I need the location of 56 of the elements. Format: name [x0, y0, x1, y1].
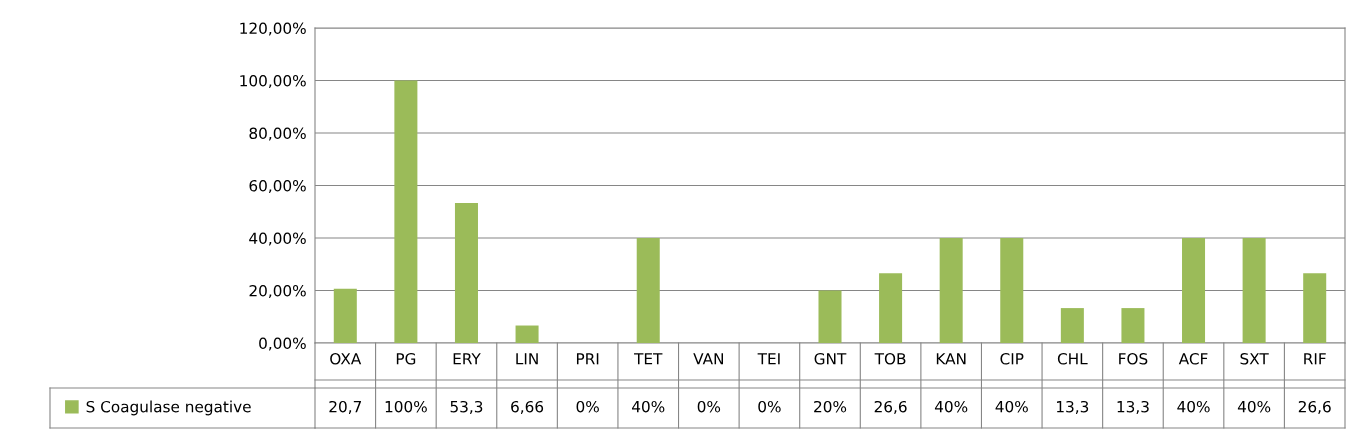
y-tick-label: 100,00% [240, 74, 306, 89]
x-tick-label: CHL [1057, 352, 1088, 365]
x-tick-label: RIF [1304, 353, 1326, 365]
x-tick-label: ERY [453, 353, 481, 365]
x-tick-label: ACF [1178, 352, 1208, 365]
data-label: 26,6 [1298, 400, 1331, 414]
bar [333, 288, 357, 343]
bar [1121, 308, 1145, 343]
data-label: 53,3 [450, 400, 483, 414]
bar [515, 325, 539, 343]
x-tick-label: TOB [874, 352, 906, 365]
x-tick-label: OXA [330, 352, 362, 365]
y-tick-label: 40,00% [249, 232, 306, 246]
bar [1242, 238, 1266, 343]
x-tick-label: FOS [1119, 352, 1148, 365]
bar [454, 203, 478, 343]
y-tick-label: 120,00% [240, 22, 306, 36]
x-tick-label: PG [396, 352, 416, 365]
data-label: 40% [934, 400, 968, 413]
y-tick-label: 60,00% [249, 179, 306, 194]
data-label: 13,3 [1117, 400, 1149, 414]
bar [1060, 308, 1084, 343]
bar [939, 238, 963, 343]
y-tick-label: 80,00% [249, 127, 306, 141]
data-label: 13,3 [1057, 400, 1089, 414]
bar [818, 290, 842, 343]
data-label: 40% [995, 400, 1028, 413]
bar [394, 80, 418, 343]
x-tick-label: PRI [576, 353, 599, 365]
data-label: 0% [758, 400, 781, 413]
x-tick-label: KAN [936, 353, 966, 365]
data-label: 20,7 [329, 400, 361, 414]
data-label: 0% [576, 400, 599, 413]
x-tick-label: TEI [757, 353, 780, 365]
y-tick-label: 0,00% [259, 337, 306, 351]
data-label: 100% [385, 400, 427, 413]
x-tick-label: SXT [1240, 352, 1269, 365]
bar [879, 273, 903, 343]
data-label: 40% [1177, 400, 1210, 413]
x-tick-label: GNT [814, 352, 847, 365]
bar [1303, 273, 1327, 343]
legend-label: S Coagulase negative [86, 400, 251, 416]
bar [636, 238, 660, 343]
data-label: 40% [1237, 400, 1271, 413]
x-tick-label: VAN [693, 353, 723, 365]
bar [1182, 238, 1206, 343]
bar [1000, 238, 1024, 343]
data-label: 6,66 [511, 400, 544, 414]
data-label: 26,6 [874, 400, 907, 414]
y-tick-label: 20,00% [249, 284, 306, 299]
data-label: 40% [632, 400, 665, 413]
data-label: 20% [814, 400, 847, 413]
x-tick-label: CIP [1000, 352, 1024, 365]
data-label: 0% [697, 400, 721, 413]
x-tick-label: LIN [516, 353, 538, 365]
x-tick-label: TET [634, 353, 663, 365]
